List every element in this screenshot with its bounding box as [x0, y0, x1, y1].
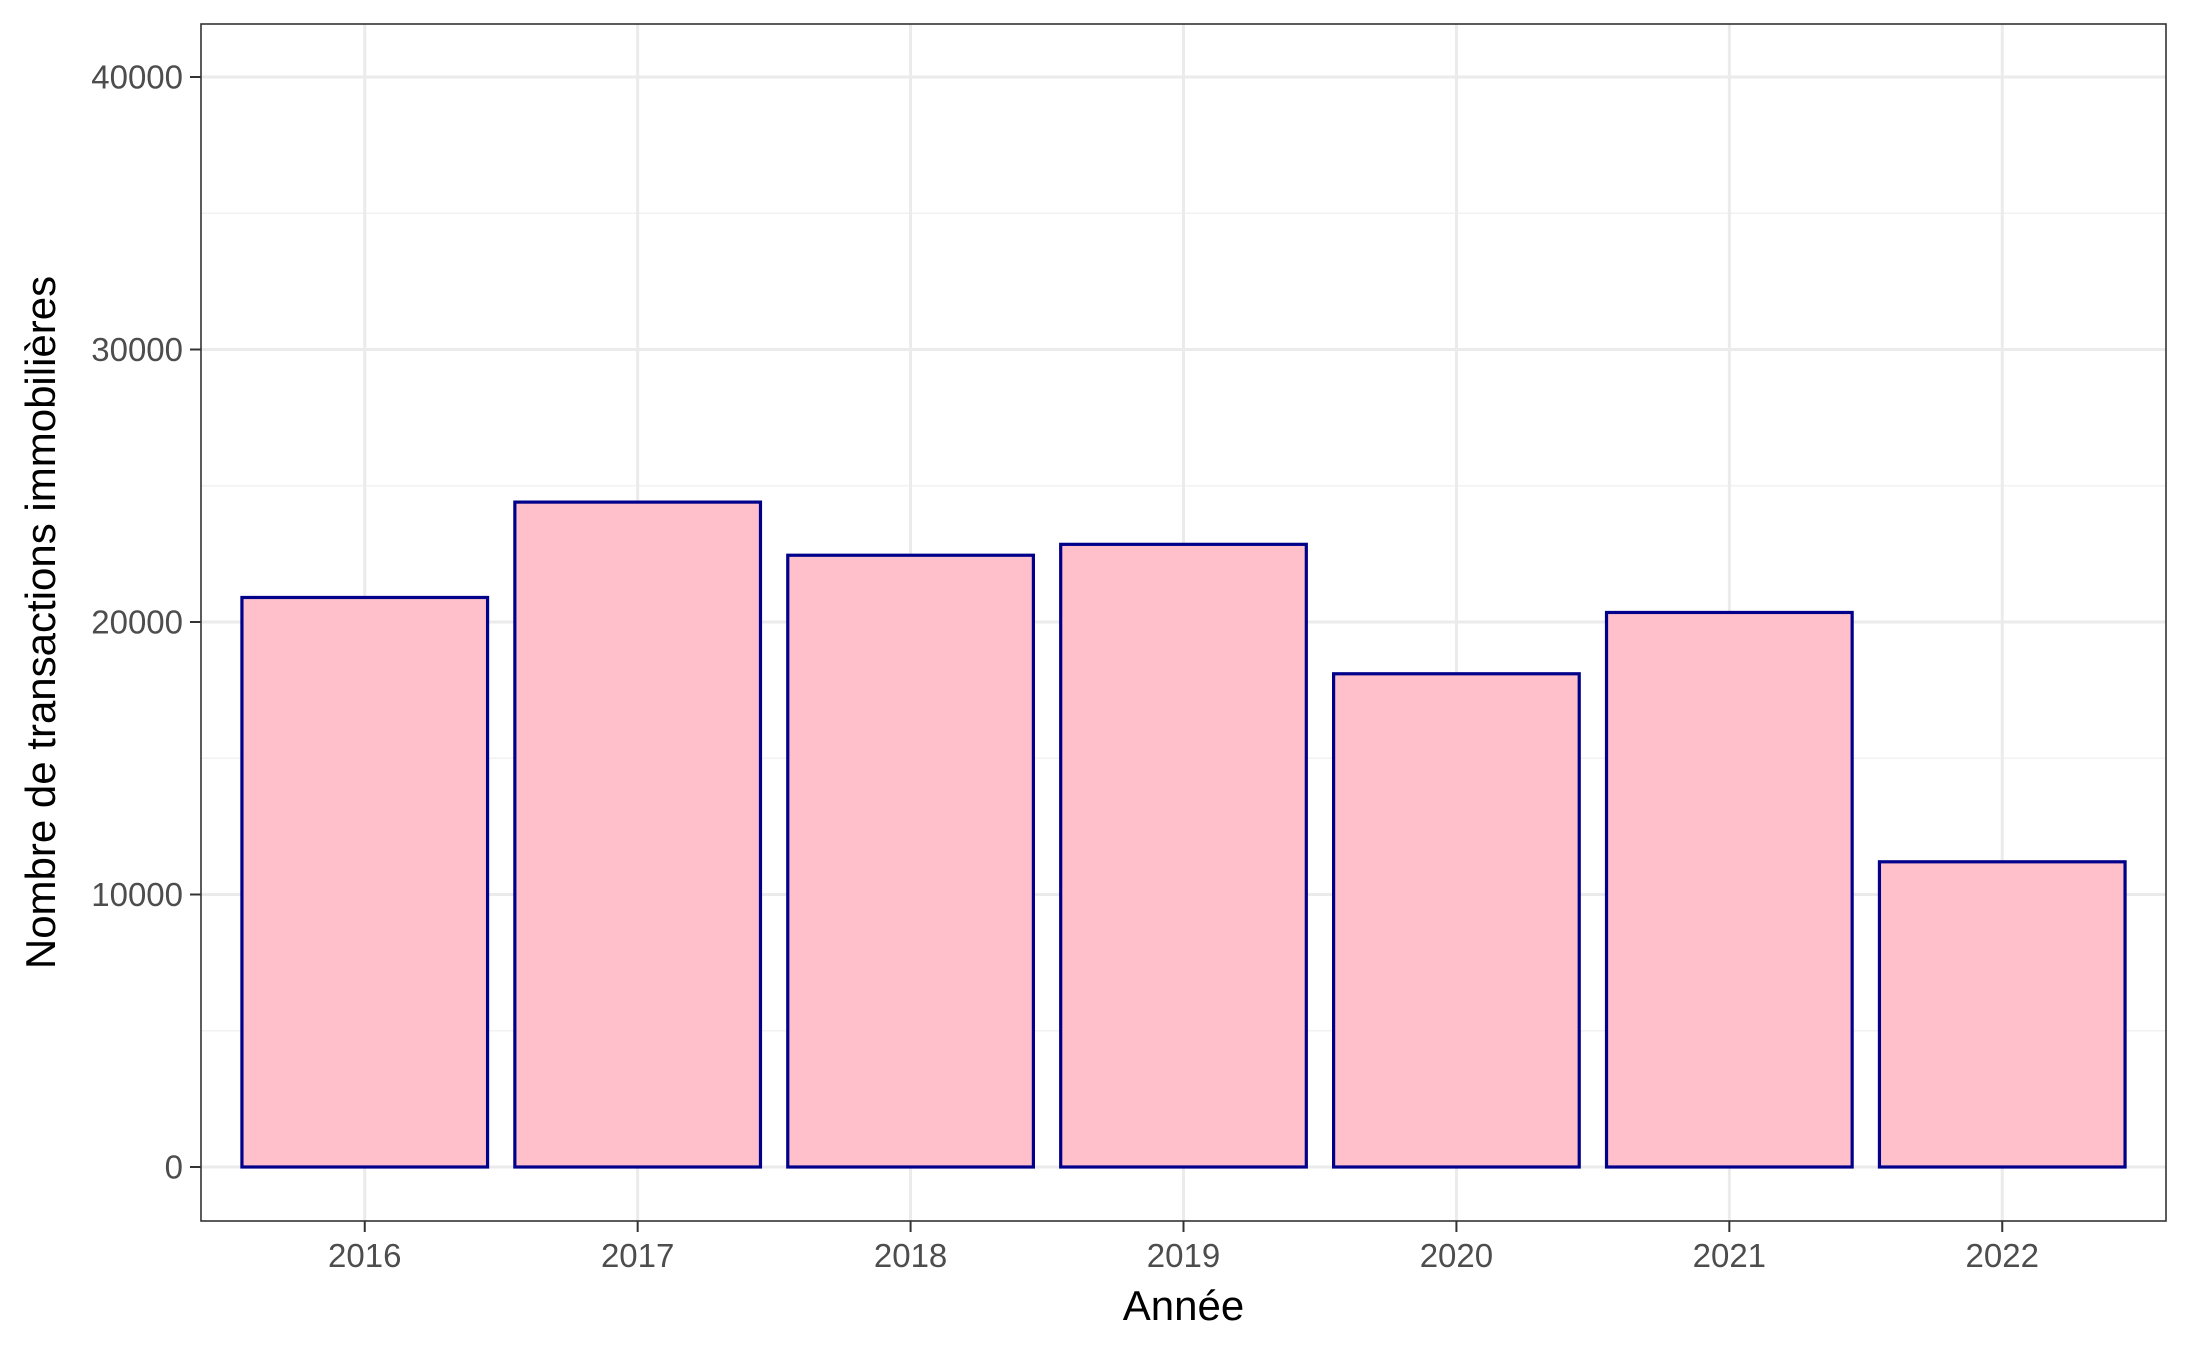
bar-2018 [786, 553, 1035, 1169]
y-axis-title: Nombre de transactions immobilières [17, 276, 64, 969]
bar-2017 [513, 500, 763, 1169]
y-tick-label: 10000 [91, 876, 183, 913]
x-axis: 2016 2017 2018 2019 2020 2021 2022 [328, 1221, 2039, 1274]
x-tick-label: 2019 [1147, 1237, 1220, 1274]
y-tick-label: 30000 [91, 331, 183, 368]
bar-2016 [240, 595, 490, 1169]
bars [240, 500, 2127, 1169]
x-tick-label: 2021 [1693, 1237, 1766, 1274]
y-tick-label: 20000 [91, 604, 183, 641]
bar-2022 [1877, 860, 2127, 1169]
x-tick-label: 2016 [328, 1237, 401, 1274]
bar-2020 [1332, 672, 1581, 1169]
bar-2019 [1059, 542, 1308, 1169]
y-axis: 0 10000 20000 30000 40000 [91, 59, 201, 1186]
x-tick-label: 2018 [874, 1237, 947, 1274]
x-tick-label: 2022 [1966, 1237, 2039, 1274]
y-tick-label: 40000 [91, 59, 183, 96]
x-axis-title: Année [1123, 1282, 1244, 1329]
y-tick-label: 0 [165, 1149, 183, 1186]
x-tick-label: 2020 [1420, 1237, 1493, 1274]
bar-2021 [1604, 610, 1854, 1169]
x-tick-label: 2017 [601, 1237, 674, 1274]
